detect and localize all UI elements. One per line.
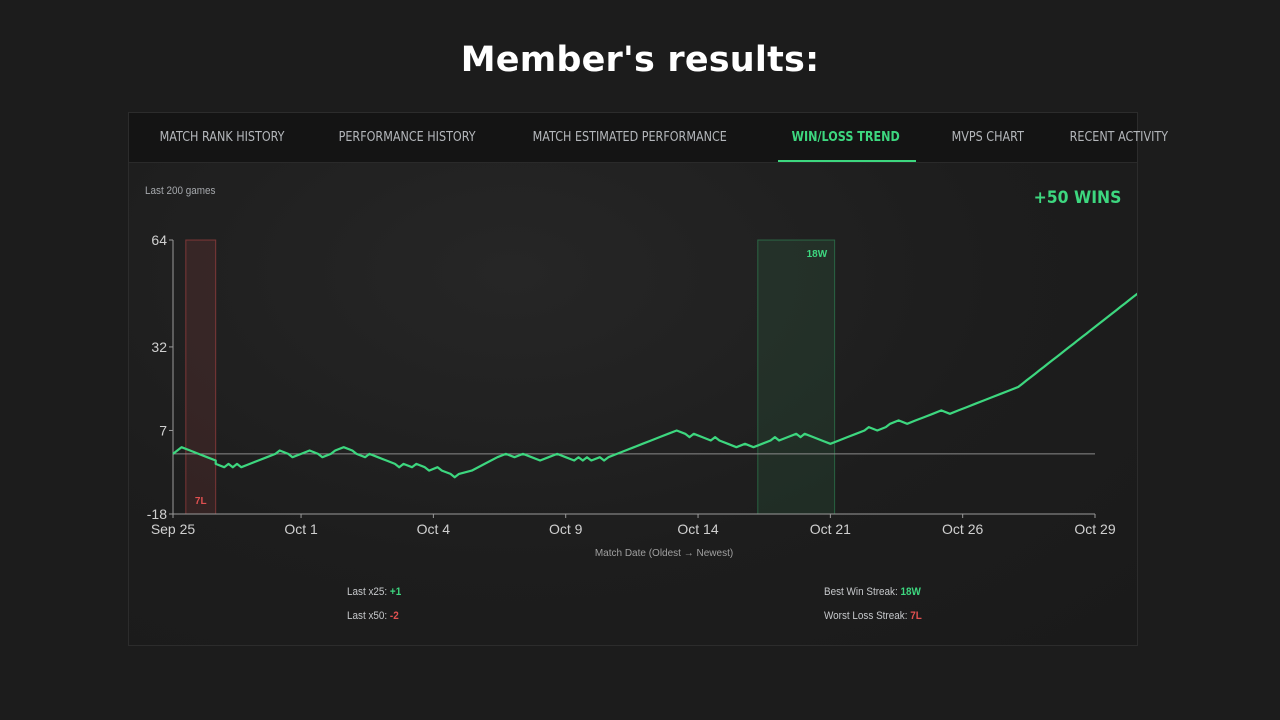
best-win-streak-label: Best Win Streak: [824, 586, 898, 598]
best-win-streak-value: 18W [900, 586, 921, 598]
active-tab-indicator [778, 160, 916, 162]
win-streak-band [757, 239, 836, 515]
tab-match-estimated-performance[interactable]: MATCH ESTIMATED PERFORMANCE [532, 130, 727, 145]
y-tick-label: 32 [151, 339, 167, 355]
last-50-label: Last x50: [347, 610, 388, 622]
tab-mvps-chart[interactable]: MVPS CHART [951, 130, 1025, 145]
win-streak-label: 18W [807, 249, 828, 260]
total-wins-badge: +50 WINS [1033, 188, 1121, 208]
x-tick-label: Oct 4 [417, 521, 451, 537]
win-loss-chart: 7L 18W -18 7 32 64 Sep 25 Oct 1 Oct 4 Oct 9 Oct 14… [147, 232, 1137, 559]
last-25-value: +1 [389, 586, 402, 598]
x-tick-label: Oct 29 [1074, 521, 1115, 537]
tab-win-loss-trend[interactable]: WIN/LOSS TREND [791, 130, 901, 145]
last-50-value: -2 [389, 610, 399, 622]
y-tick-label: -18 [147, 506, 167, 522]
x-tick-label: Oct 26 [942, 521, 983, 537]
page-title: Member's results: [460, 40, 820, 80]
x-tick-label: Oct 21 [810, 521, 851, 537]
results-panel: MATCH RANK HISTORY PERFORMANCE HISTORY M… [128, 112, 1168, 646]
worst-loss-streak-stat: Worst Loss Streak: 7L [824, 610, 922, 622]
x-tick-label: Sep 25 [151, 521, 196, 537]
worst-loss-streak-label: Worst Loss Streak: [824, 610, 908, 622]
x-axis-label: Match Date (Oldest → Newest) [595, 548, 733, 559]
last-25-stat: Last x25: +1 [347, 586, 401, 598]
y-tick-label: 7 [159, 422, 167, 438]
tab-performance-history[interactable]: PERFORMANCE HISTORY [338, 130, 476, 145]
x-tick-label: Oct 9 [549, 521, 583, 537]
win-loss-line [172, 292, 1137, 479]
x-tick-label: Oct 1 [284, 521, 318, 537]
tab-match-rank-history[interactable]: MATCH RANK HISTORY [159, 130, 285, 145]
chart-subtitle: Last 200 games [145, 185, 216, 197]
chart-tabs: MATCH RANK HISTORY PERFORMANCE HISTORY M… [129, 113, 1168, 163]
tab-recent-activity[interactable]: RECENT ACTIVITY [1069, 130, 1169, 145]
worst-loss-streak-value: 7L [910, 610, 922, 622]
loss-streak-band [185, 239, 217, 515]
best-win-streak-stat: Best Win Streak: 18W [824, 586, 921, 598]
x-tick-label: Oct 14 [677, 521, 718, 537]
y-tick-label: 64 [151, 232, 167, 248]
loss-streak-label: 7L [195, 496, 207, 507]
last-25-label: Last x25: [347, 586, 388, 598]
last-50-stat: Last x50: -2 [347, 610, 399, 622]
